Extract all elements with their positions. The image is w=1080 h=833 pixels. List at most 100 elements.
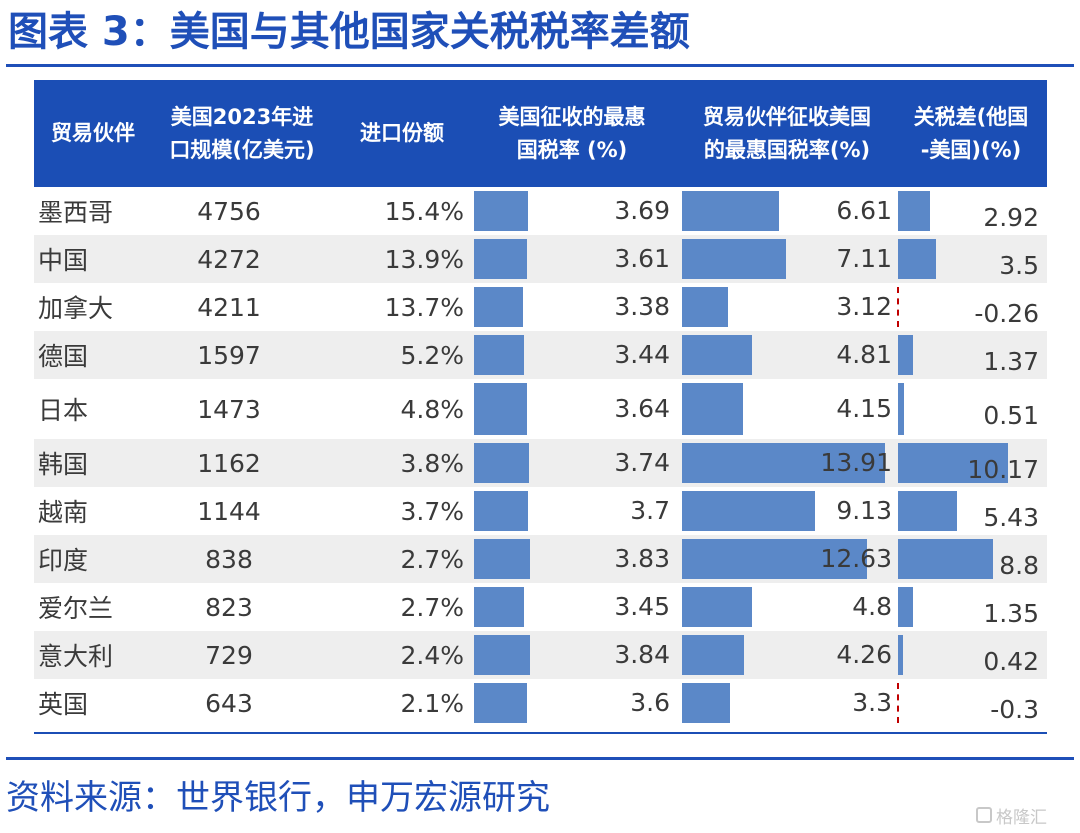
partner-name: 韩国 — [38, 450, 89, 479]
diff-label: 0.42 — [983, 647, 1039, 676]
header-imports: 美国2023年进 口规模(亿美元) — [169, 104, 315, 162]
us-rate-bar — [474, 287, 524, 327]
diff-label: 3.5 — [999, 251, 1039, 280]
partner-rate-label: 4.26 — [836, 640, 892, 669]
table-row: 墨西哥 4756 15.4% 3.69 6.61 2.92 — [34, 187, 1047, 235]
partner-rate-bar — [682, 335, 753, 375]
import-value: 1162 — [197, 448, 261, 478]
us-rate-bar — [474, 335, 525, 375]
watermark-text: 格隆汇 — [996, 807, 1047, 828]
partner-name: 中国 — [38, 246, 89, 275]
partner-name: 英国 — [38, 690, 89, 719]
diff-bar — [898, 443, 1008, 483]
diff-bar — [898, 191, 930, 231]
diff-bar — [898, 491, 957, 531]
table-row: 中国 4272 13.9% 3.61 7.11 3.5 — [34, 235, 1047, 283]
source-rule — [6, 757, 1074, 760]
partner-rate-label: 13.91 — [820, 448, 892, 477]
diff-negative-marker — [897, 683, 900, 723]
partner-rate-bar — [682, 191, 779, 231]
us-rate-bar — [474, 191, 528, 231]
table-bottom-rule — [34, 732, 1047, 734]
partner-name: 越南 — [38, 498, 89, 527]
import-share: 15.4% — [384, 196, 464, 226]
diff-bar — [898, 587, 913, 627]
us-rate-label: 3.64 — [614, 394, 670, 423]
us-rate-label: 3.38 — [614, 292, 670, 321]
import-share: 2.4% — [400, 640, 464, 670]
us-rate-label: 3.45 — [614, 592, 670, 621]
import-share: 3.7% — [400, 496, 464, 526]
diff-label: 2.92 — [983, 203, 1039, 232]
watermark-logo-icon — [976, 807, 992, 823]
table-row: 意大利 729 2.4% 3.84 4.26 0.42 — [34, 631, 1047, 679]
partner-rate-label: 3.12 — [836, 292, 892, 321]
table-row: 加拿大 4211 13.7% 3.38 3.12 -0.26 — [34, 283, 1047, 331]
import-share: 3.8% — [400, 448, 464, 478]
partner-rate-label: 6.61 — [836, 196, 892, 225]
us-rate-label: 3.44 — [614, 340, 670, 369]
import-share: 2.7% — [400, 544, 464, 574]
us-rate-label: 3.74 — [614, 448, 670, 477]
diff-label: 8.8 — [999, 551, 1039, 580]
tariff-table: 贸易伙伴 美国2023年进 口规模(亿美元) 进口份额 美国征收的最惠 国税率 … — [34, 80, 1047, 735]
us-rate-label: 3.83 — [614, 544, 670, 573]
us-rate-label: 3.84 — [614, 640, 670, 669]
partner-name: 加拿大 — [38, 294, 114, 323]
table-row: 德国 1597 5.2% 3.44 4.81 1.37 — [34, 331, 1047, 379]
import-share: 13.7% — [384, 292, 464, 322]
import-share: 13.9% — [384, 244, 464, 274]
table-row: 越南 1144 3.7% 3.7 9.13 5.43 — [34, 487, 1047, 535]
us-rate-bar — [474, 683, 527, 723]
partner-name: 日本 — [38, 396, 89, 425]
import-value: 838 — [205, 544, 253, 574]
diff-label: 5.43 — [983, 503, 1039, 532]
table-row: 日本 1473 4.8% 3.64 4.15 0.51 — [34, 379, 1047, 439]
partner-rate-label: 4.8 — [852, 592, 892, 621]
diff-label: 0.51 — [983, 401, 1039, 430]
header-partner: 贸易伙伴 — [51, 121, 135, 145]
partner-rate-bar — [682, 287, 728, 327]
import-value: 4211 — [197, 292, 261, 322]
table-row: 英国 643 2.1% 3.6 3.3 -0.3 — [34, 679, 1047, 727]
partner-rate-bar — [682, 383, 743, 435]
us-rate-label: 3.69 — [614, 196, 670, 225]
import-share: 2.1% — [400, 688, 464, 718]
diff-label: -0.3 — [990, 695, 1039, 724]
diff-bar — [898, 635, 903, 675]
import-share: 2.7% — [400, 592, 464, 622]
import-value: 643 — [205, 688, 253, 718]
partner-name: 意大利 — [38, 642, 114, 671]
partner-rate-bar — [682, 539, 867, 579]
import-value: 4756 — [197, 196, 261, 226]
us-rate-label: 3.6 — [630, 688, 670, 717]
import-value: 823 — [205, 592, 253, 622]
partner-rate-bar — [682, 587, 753, 627]
partner-rate-bar — [682, 491, 816, 531]
diff-label: 1.35 — [983, 599, 1039, 628]
us-rate-bar — [474, 239, 527, 279]
partner-name: 印度 — [38, 546, 89, 575]
partner-rate-bar — [682, 635, 745, 675]
diff-bar — [898, 335, 913, 375]
chart-title: 图表 3：美国与其他国家关税税率差额 — [8, 9, 690, 55]
partner-name: 爱尔兰 — [38, 594, 114, 623]
diff-bar — [898, 539, 994, 579]
us-rate-label: 3.7 — [630, 496, 670, 525]
diff-bar — [898, 239, 936, 279]
import-value: 4272 — [197, 244, 261, 274]
diff-negative-marker — [897, 287, 900, 327]
header-share: 进口份额 — [360, 121, 444, 145]
watermark: 格隆汇 — [976, 803, 1047, 828]
us-rate-bar — [474, 491, 528, 531]
diff-label: 1.37 — [983, 347, 1039, 376]
diff-label: -0.26 — [974, 299, 1039, 328]
header-partner-rate: 贸易伙伴征收美国 的最惠国税率(%) — [703, 104, 871, 162]
us-rate-bar — [474, 635, 531, 675]
import-value: 1144 — [197, 496, 261, 526]
import-value: 729 — [205, 640, 253, 670]
us-rate-bar — [474, 443, 529, 483]
partner-rate-label: 12.63 — [820, 544, 892, 573]
partner-name: 德国 — [38, 342, 89, 371]
import-share: 4.8% — [400, 394, 464, 424]
